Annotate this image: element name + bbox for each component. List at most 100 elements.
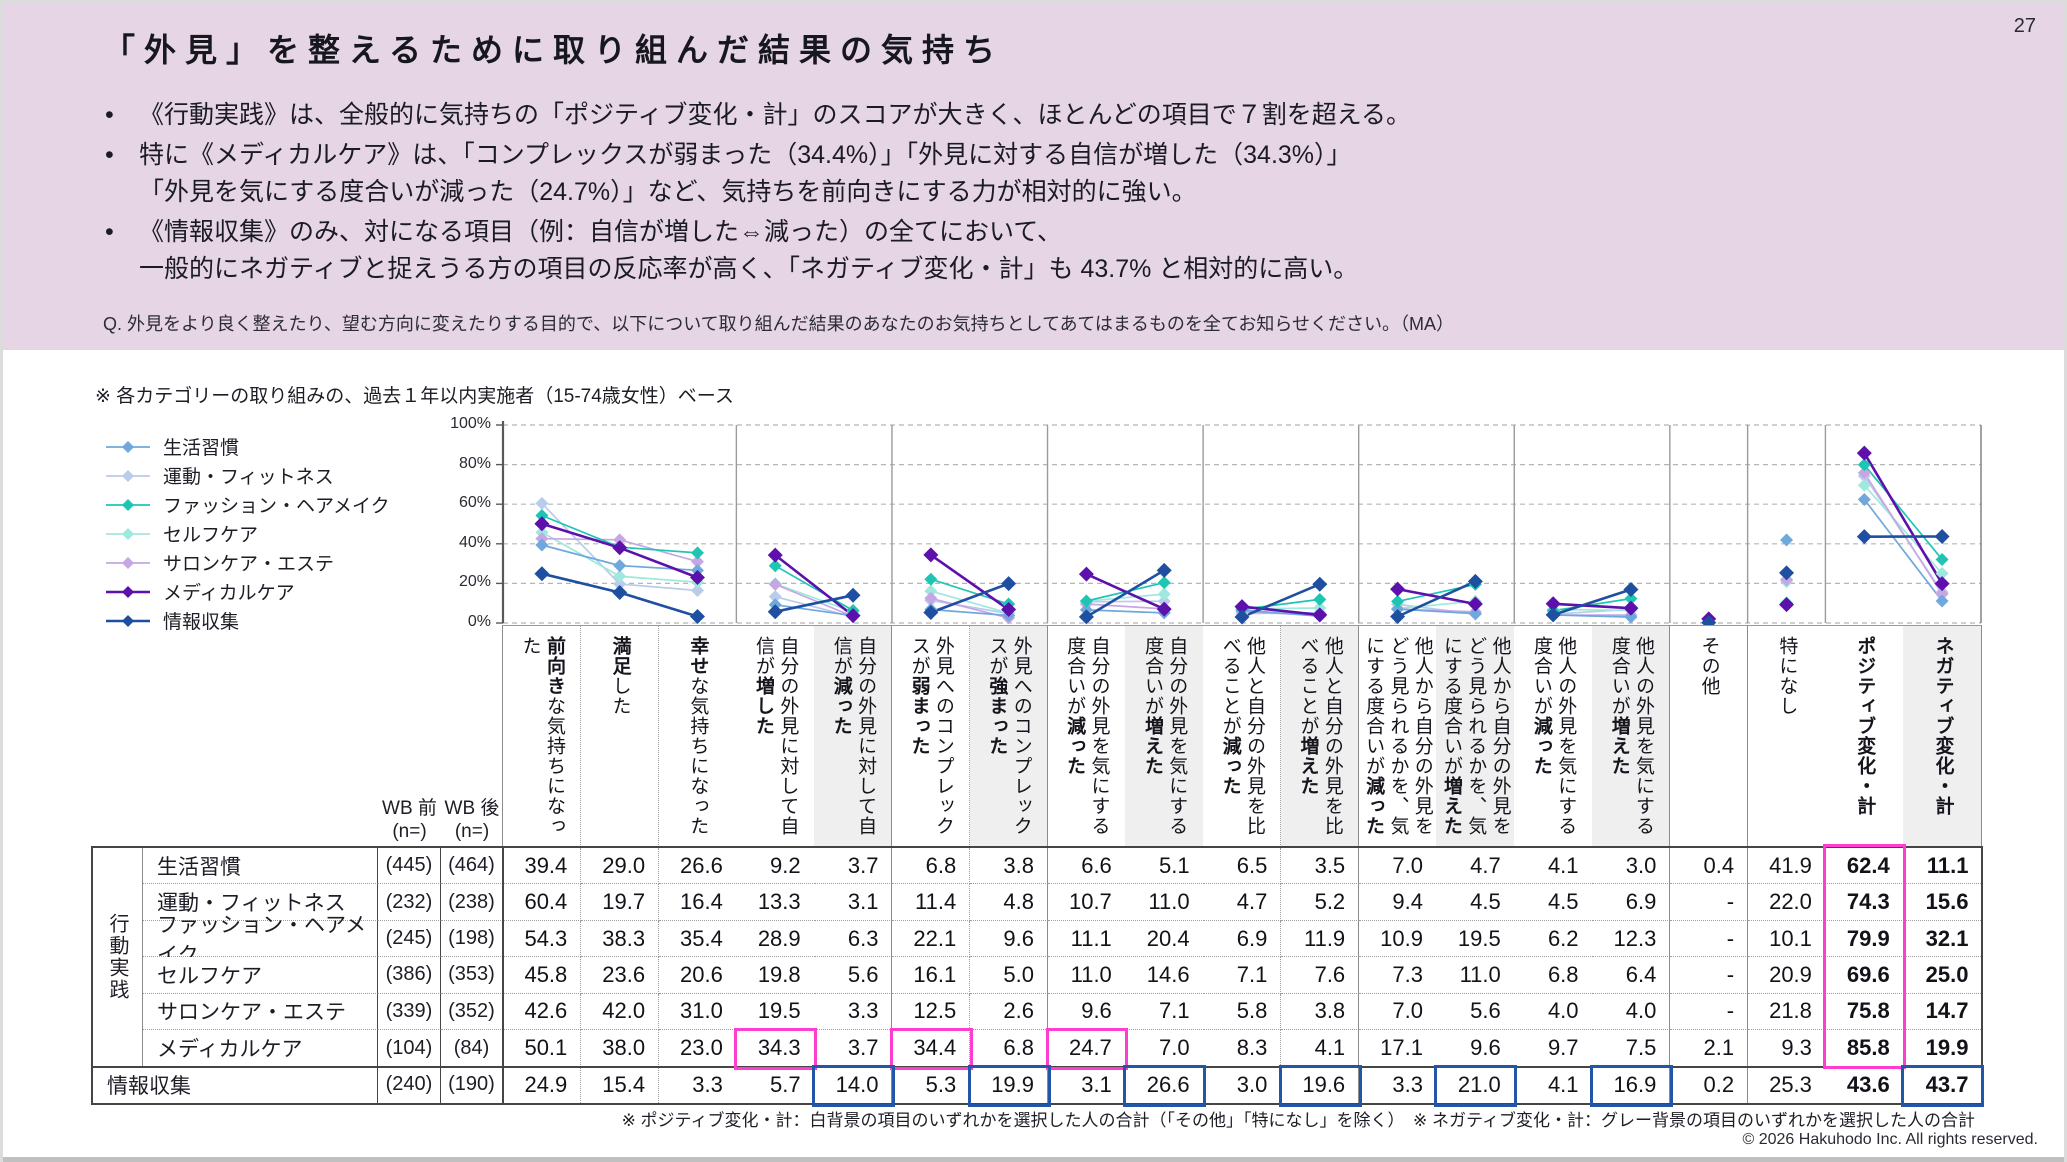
column-header-text: 前向きな気持ちになった bbox=[517, 626, 566, 847]
column-header-text: 他人の外見を気にする度合いが減った bbox=[1529, 626, 1578, 847]
table-cell: 4.1 bbox=[1514, 848, 1593, 885]
data-point bbox=[1935, 552, 1949, 566]
table-cell: 20.9 bbox=[1747, 957, 1826, 994]
table-cell: 11.0 bbox=[1047, 957, 1126, 994]
header-text-segment: ポジティブ変化・計 bbox=[1854, 636, 1876, 816]
legend-item: メディカルケア bbox=[105, 577, 435, 606]
legend-label: セルフケア bbox=[163, 525, 259, 546]
table-cell: 24.9 bbox=[503, 1066, 582, 1103]
line-chart bbox=[496, 421, 1982, 631]
table-cell: 7.5 bbox=[1592, 1030, 1671, 1067]
table-cell: 3.7 bbox=[814, 1030, 893, 1067]
table-cell: 19.7 bbox=[580, 884, 660, 921]
table-cell: 19.5 bbox=[736, 993, 815, 1031]
table-cell: 26.6 bbox=[1125, 1066, 1204, 1103]
legend-item: セルフケア bbox=[105, 519, 435, 548]
column-header-cell: 自分の外見に対して自信が減った bbox=[814, 625, 893, 847]
header-text-segment: 他人の外見を気にする度合いが bbox=[1530, 636, 1577, 836]
column-header-cell: その他 bbox=[1669, 625, 1749, 847]
data-point bbox=[1312, 576, 1328, 592]
n-post-cell: (464) bbox=[441, 848, 503, 885]
header-text-segment: 弱まった bbox=[908, 676, 930, 756]
column-header-text: 自分の外見を気にする度合いが増えた bbox=[1140, 626, 1189, 847]
bullet-item: • 特に《メディカルケア》は、「コンプレックスが弱まった（34.4%）」「外見に対… bbox=[105, 137, 2005, 211]
legend-marker-icon bbox=[106, 614, 150, 627]
header-text-segment: その他 bbox=[1698, 636, 1720, 696]
table-cell: 25.0 bbox=[1903, 957, 1982, 994]
table-cell: 19.8 bbox=[736, 957, 815, 994]
data-point bbox=[613, 533, 627, 547]
table-top-border bbox=[93, 846, 1983, 848]
legend-marker-icon bbox=[106, 527, 150, 540]
data-point bbox=[1468, 607, 1482, 621]
data-point bbox=[613, 559, 627, 573]
table-cell: 24.7 bbox=[1047, 1030, 1126, 1067]
header-text-segment: 自分の外見に対して自信が bbox=[830, 636, 877, 836]
n-pre-cell: (445) bbox=[378, 848, 441, 885]
column-header-text: 自分の外見に対して自信が増した bbox=[751, 626, 800, 847]
y-axis-label: 80% bbox=[458, 454, 491, 472]
column-header-cell: 他人の外見を気にする度合いが減った bbox=[1514, 625, 1593, 847]
data-point bbox=[768, 559, 782, 573]
table-cell: 6.8 bbox=[891, 848, 971, 885]
legend-label: ファッション・ヘアメイク bbox=[163, 496, 390, 517]
legend-item: 情報収集 bbox=[105, 606, 435, 635]
data-point bbox=[1234, 609, 1250, 625]
row-label: 情報収集 bbox=[93, 1066, 378, 1103]
data-point bbox=[1234, 599, 1250, 615]
wb-data-divider bbox=[502, 846, 504, 1103]
bullet-text: 《行動実践》は、全般的に気持ちの「ポジティブ変化・計」のスコアが大きく、ほとんど… bbox=[139, 97, 1411, 134]
table-cell: 12.5 bbox=[891, 993, 971, 1031]
column-header-text: 外見へのコンプレックスが強まった bbox=[984, 626, 1033, 847]
table-cell: 75.8 bbox=[1825, 993, 1904, 1031]
column-header-text: 他人の外見を気にする度合いが増えた bbox=[1606, 626, 1655, 847]
table-cell: 54.3 bbox=[503, 920, 582, 958]
table-cell: 3.3 bbox=[658, 1066, 737, 1103]
table-cell: 5.7 bbox=[736, 1066, 815, 1103]
column-header-text: 特になし bbox=[1774, 626, 1798, 847]
table-cell: 3.1 bbox=[1047, 1066, 1126, 1103]
chart-legend: 生活習慣 運動・フィットネス ファッション・ヘアメイク セルフケア サロンケア・エステメ… bbox=[105, 432, 435, 635]
wb-header: WB 後 (n=) bbox=[441, 793, 503, 843]
header-text-segment: 減った bbox=[830, 676, 852, 736]
table-cell: 7.0 bbox=[1358, 848, 1437, 885]
table-cell: 19.9 bbox=[1903, 1030, 1982, 1067]
bullet-item: • 《情報収集》のみ、対になる項目（例：自信が増した⇔減った）の全てにおいて、 一般… bbox=[105, 214, 2005, 288]
bottom-frame bbox=[3, 1157, 2064, 1162]
table-cell: 9.3 bbox=[1747, 1030, 1826, 1067]
bullet-line: 《情報収集》のみ、対になる項目（例：自信が増した⇔減った）の全てにおいて、 bbox=[139, 218, 1063, 246]
table-cell: 34.4 bbox=[891, 1030, 971, 1067]
table-cell: - bbox=[1669, 957, 1749, 994]
table-cell: 7.0 bbox=[1358, 993, 1437, 1031]
header-text-segment: 外見へのコンプレックスが bbox=[986, 636, 1032, 836]
header-block bbox=[3, 3, 2064, 350]
data-point bbox=[1857, 458, 1871, 472]
bullet-marker-icon: • bbox=[105, 101, 114, 129]
data-point bbox=[1935, 594, 1949, 608]
table-cell: 6.8 bbox=[1514, 957, 1593, 994]
n-post-cell: (84) bbox=[441, 1030, 503, 1067]
n-pre-cell: (386) bbox=[378, 957, 441, 994]
data-point bbox=[689, 569, 705, 585]
table-cell: 9.4 bbox=[1358, 884, 1437, 921]
table-cell: 15.6 bbox=[1903, 884, 1982, 921]
group-label: 行動実践 bbox=[93, 848, 143, 1067]
data-point bbox=[612, 585, 628, 601]
data-point bbox=[1313, 592, 1327, 606]
data-point bbox=[1391, 594, 1405, 608]
table-cell: 4.1 bbox=[1514, 1066, 1593, 1103]
row-label: サロンケア・エステ bbox=[143, 993, 378, 1031]
n-pre-cell: (339) bbox=[378, 993, 441, 1031]
header-text-segment: な気持ちになった bbox=[687, 676, 709, 836]
data-point bbox=[1078, 609, 1094, 625]
wb-header: WB 前 (n=) bbox=[378, 793, 441, 843]
data-point bbox=[845, 587, 861, 603]
data-point bbox=[1467, 596, 1483, 612]
column-header-cell: 他人から自分の外見をどう見られるかを、気にする度合いが増えた bbox=[1436, 625, 1515, 847]
data-point bbox=[1935, 587, 1949, 601]
table-cell: 5.2 bbox=[1280, 884, 1360, 921]
column-header-cell: 外見へのコンプレックスが強まった bbox=[969, 625, 1049, 847]
column-header-cell: 自分の外見を気にする度合いが減った bbox=[1047, 625, 1126, 847]
data-point bbox=[1857, 492, 1871, 506]
table-cell: 6.3 bbox=[814, 920, 893, 958]
